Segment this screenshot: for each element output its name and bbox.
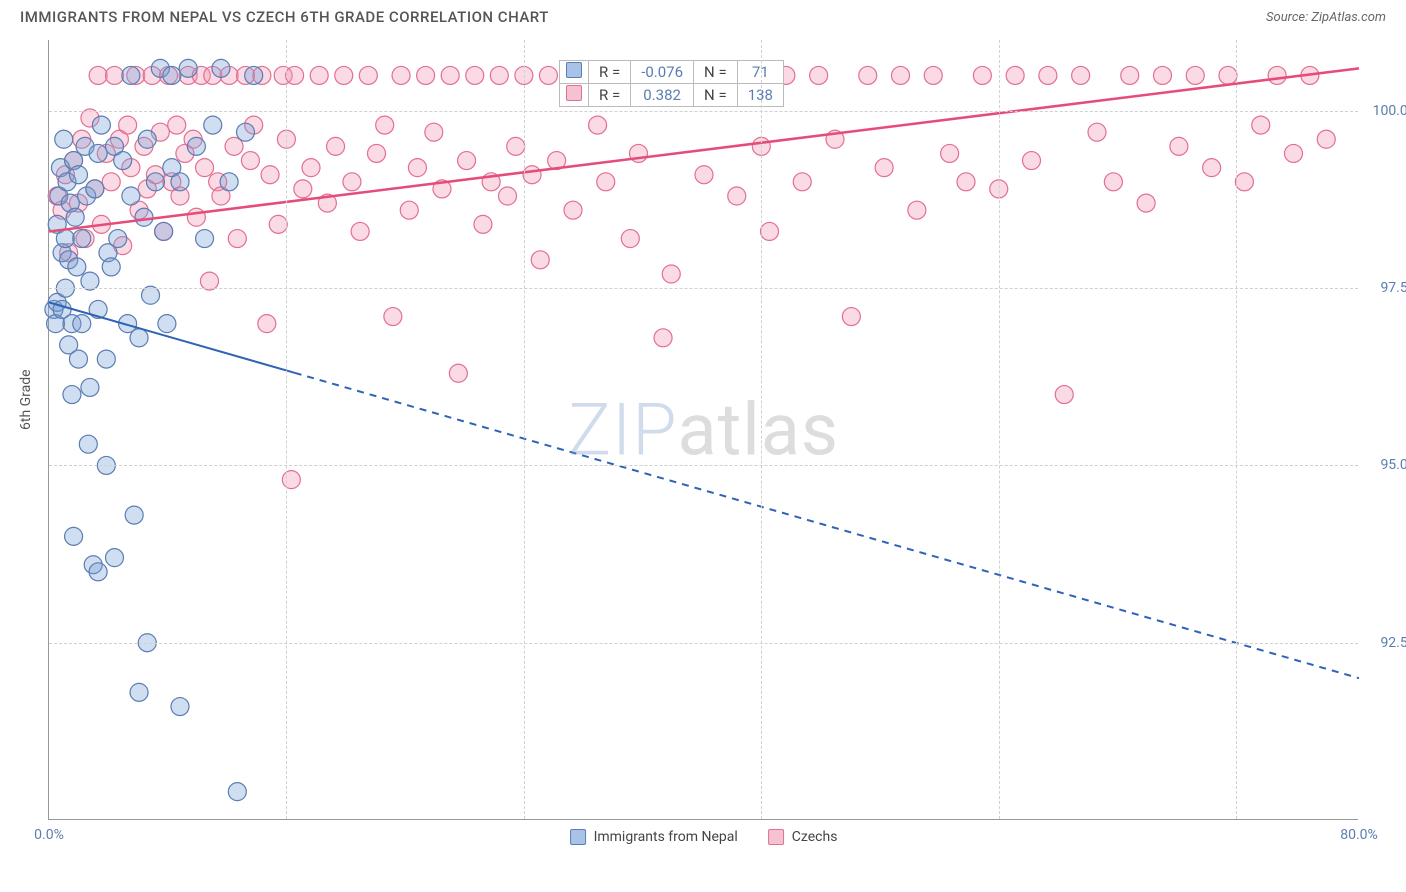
- y-tick-label: 97.5%: [1363, 280, 1406, 296]
- correlation-legend: R =-0.076N =71R =0.382N =138: [559, 60, 784, 107]
- y-axis-title: 6th Grade: [18, 369, 34, 430]
- legend-item: Immigrants from Nepal: [570, 829, 738, 845]
- gridline-h: [49, 465, 1358, 466]
- gridline-v: [999, 40, 1000, 819]
- y-tick-label: 100.0%: [1363, 103, 1406, 119]
- y-tick-label: 95.0%: [1363, 457, 1406, 473]
- gridline-v: [524, 40, 525, 819]
- x-tick-label: 0.0%: [34, 827, 64, 843]
- gridline-h: [49, 111, 1358, 112]
- series-legend: Immigrants from Nepal Czechs: [570, 829, 838, 845]
- chart-title: IMMIGRANTS FROM NEPAL VS CZECH 6TH GRADE…: [20, 8, 549, 26]
- chart-plot-area: ZIPatlas R =-0.076N =71R =0.382N =138 Im…: [48, 40, 1358, 820]
- x-tick-label: 80.0%: [1340, 827, 1378, 843]
- scatter-svg: [49, 40, 1358, 819]
- legend-item: Czechs: [768, 829, 838, 845]
- gridline-v: [761, 40, 762, 819]
- gridline-v: [1236, 40, 1237, 819]
- gridline-v: [286, 40, 287, 819]
- y-tick-label: 92.5%: [1363, 635, 1406, 651]
- gridline-h: [49, 288, 1358, 289]
- gridline-h: [49, 643, 1358, 644]
- source-label: Source: ZipAtlas.com: [1266, 10, 1386, 25]
